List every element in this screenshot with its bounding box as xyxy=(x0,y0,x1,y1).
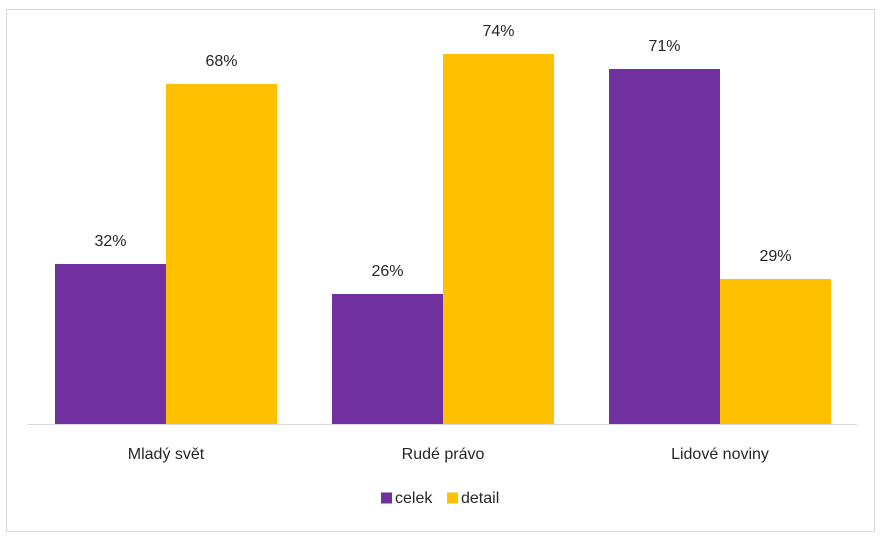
data-label-celek-2: 26% xyxy=(371,263,403,280)
legend-label-celek: celek xyxy=(395,490,433,507)
bar-detail-3 xyxy=(720,279,831,424)
bar-detail-1 xyxy=(166,84,277,424)
bar-celek-2 xyxy=(332,294,443,424)
legend-swatch-detail xyxy=(447,492,458,504)
data-label-detail-1: 68% xyxy=(205,53,237,70)
legend-swatch-celek xyxy=(381,492,392,504)
category-labels: Mladý svět Rudé právo Lidové noviny xyxy=(128,446,769,463)
data-label-detail-2: 74% xyxy=(482,23,514,40)
legend: celek detail xyxy=(381,490,499,507)
bar-celek-3 xyxy=(609,69,720,424)
bars xyxy=(55,54,831,424)
bar-celek-1 xyxy=(55,264,166,424)
bar-detail-2 xyxy=(443,54,554,424)
category-label-2: Rudé právo xyxy=(402,446,485,463)
category-label-1: Mladý svět xyxy=(128,446,205,463)
category-label-3: Lidové noviny xyxy=(671,446,769,463)
data-label-detail-3: 29% xyxy=(759,248,791,265)
legend-label-detail: detail xyxy=(461,490,499,507)
data-label-celek-3: 71% xyxy=(648,38,680,55)
data-labels: 32% 68% 26% 74% 71% 29% xyxy=(94,23,791,280)
data-label-celek-1: 32% xyxy=(94,233,126,250)
